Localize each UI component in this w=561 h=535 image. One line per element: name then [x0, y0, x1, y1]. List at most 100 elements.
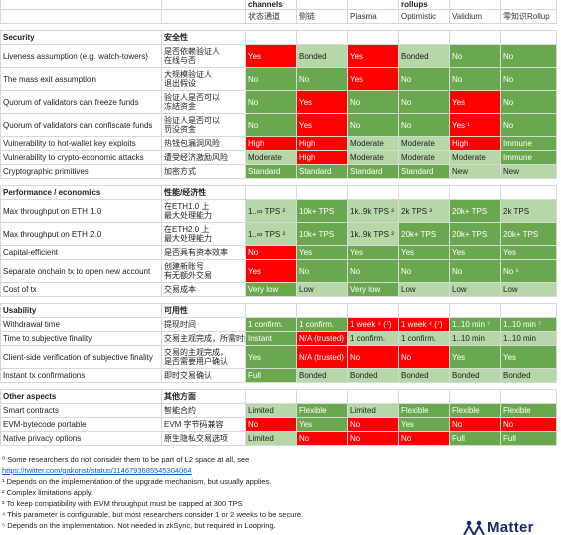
rating-cell: No — [398, 67, 450, 91]
row-label-en: Max throughput on ETH 1.0 — [0, 199, 162, 223]
rating-cell: Yes — [449, 90, 501, 114]
row-label-cn: 在ETH2.0 上最大处理能力 — [161, 222, 246, 246]
table-row: Cryptographic primitives 加密方式 Standard Stan… — [0, 164, 557, 179]
row-label-en: Liveness assumption (e.g. watch-towers) — [0, 44, 162, 68]
rating-cell: Yes — [449, 345, 501, 369]
spacer-cell — [296, 296, 348, 304]
rating-cell: Bonded — [398, 368, 450, 383]
table-row: Max throughput on ETH 2.0 在ETH2.0 上最大处理能力… — [0, 222, 557, 246]
rating-cell: High — [296, 150, 348, 165]
section-header-blank — [500, 185, 557, 200]
rating-cell: N/A (trusted) — [296, 345, 348, 369]
rating-cell: N/A (trusted) — [296, 331, 348, 346]
row-label-cn: 是否依赖验证人 在线与否 — [161, 44, 246, 68]
section-header-blank — [398, 303, 450, 318]
row-label-en: Client-side verification of subjective f… — [0, 345, 162, 369]
rating-cell: 1k..9k TPS ² — [347, 199, 399, 223]
spacer-row — [0, 23, 557, 31]
rating-cell: No — [296, 431, 348, 446]
table-row: Vulnerability to hot-wallet key exploits… — [0, 136, 557, 151]
row-label-cn: 大规模验证人 退出假设 — [161, 67, 246, 91]
rating-cell: No — [296, 67, 348, 91]
spacer-cell — [161, 178, 246, 186]
footnote-1: ¹ Depends on the implementation of the u… — [2, 477, 272, 486]
spacer-cell — [296, 382, 348, 390]
row-label-en: Quorum of validators can confiscate fund… — [0, 113, 162, 137]
rating-cell: Full — [449, 431, 501, 446]
spacer-cell — [347, 178, 399, 186]
rating-cell: 20k+ TPS — [449, 199, 501, 223]
row-label-en: Smart contracts — [0, 403, 162, 418]
rating-cell: 10k+ TPS — [296, 199, 348, 223]
rating-cell: Yes — [449, 245, 501, 260]
row-label-en: Separate onchain tx to open new account — [0, 259, 162, 283]
section-title-en: Performance / economics — [0, 185, 162, 200]
rating-cell: 1 confirm. — [398, 331, 450, 346]
header-blank — [0, 9, 162, 24]
spacer-cell — [449, 382, 501, 390]
group-header-blank — [296, 0, 348, 10]
row-label-en: Quorum of validators can freeze funds — [0, 90, 162, 114]
row-label-cn: 交易成本 — [161, 282, 246, 297]
rating-cell: Yes — [296, 417, 348, 432]
rating-cell: No — [449, 44, 501, 68]
rating-cell: Immune — [500, 150, 557, 165]
header-blank — [161, 9, 246, 24]
rating-cell: Bonded — [449, 368, 501, 383]
footnote-link[interactable]: https://twitter.com/gakonst/status/11467… — [2, 466, 192, 475]
rating-cell: No — [245, 113, 297, 137]
rating-cell: Bonded — [500, 368, 557, 383]
table-row: EVM-bytecode portable EVM 字节码兼容 No Yes No Yes… — [0, 417, 557, 432]
spacer-cell — [296, 178, 348, 186]
rating-cell: No — [398, 113, 450, 137]
group-header-blank — [347, 0, 399, 10]
rating-cell: Yes — [347, 67, 399, 91]
section-header-blank — [347, 185, 399, 200]
rating-cell: No — [347, 345, 399, 369]
section-header-blank — [245, 389, 297, 404]
rating-cell: 1..10 min — [500, 331, 557, 346]
rating-cell: 10k+ TPS — [296, 222, 348, 246]
spacer-cell — [296, 23, 348, 31]
footnotes: ⁰ Some researchers do not consider them … — [2, 454, 452, 531]
rating-cell: Limited — [245, 431, 297, 446]
rating-cell: Standard — [296, 164, 348, 179]
rating-cell: No — [449, 259, 501, 283]
rating-cell: Limited — [245, 403, 297, 418]
rating-cell: Low — [296, 282, 348, 297]
rating-cell: No — [500, 90, 557, 114]
group-header-rollups: rollups — [398, 0, 450, 10]
table-row: Smart contracts 智能合约 Limited Flexible Limite… — [0, 403, 557, 418]
rating-cell: No — [245, 67, 297, 91]
rating-cell: 20k+ TPS — [500, 222, 557, 246]
rating-cell: No — [245, 90, 297, 114]
rating-cell: No ⁵ — [500, 259, 557, 283]
section-header-row: Other aspects 其他方面 — [0, 389, 557, 404]
rating-cell: Yes — [398, 245, 450, 260]
rating-cell: No — [347, 113, 399, 137]
row-label-en: Capital-efficient — [0, 245, 162, 260]
rating-cell: 1 confirm. — [245, 317, 297, 332]
rating-cell: No — [398, 431, 450, 446]
rating-cell: No — [347, 259, 399, 283]
rating-cell: No — [398, 90, 450, 114]
rating-cell: Bonded — [347, 368, 399, 383]
section-header-blank — [296, 185, 348, 200]
rating-cell: Yes — [347, 44, 399, 68]
section-title-cn: 安全性 — [161, 30, 246, 45]
section-header-row: Security 安全性 — [0, 30, 557, 45]
row-label-cn: 在ETH1.0 上最大处理能力 — [161, 199, 246, 223]
rating-cell: No — [347, 90, 399, 114]
spacer-cell — [500, 382, 557, 390]
rating-cell: Flexible — [449, 403, 501, 418]
spacer-cell — [0, 178, 162, 186]
section-header-blank — [347, 389, 399, 404]
row-label-cn: 交易主观完成，所需时间 — [161, 331, 246, 346]
rating-cell: No — [500, 417, 557, 432]
group-header-blank — [449, 0, 501, 10]
rating-cell: 20k+ TPS — [398, 222, 450, 246]
row-label-cn: 加密方式 — [161, 164, 246, 179]
rating-cell: New — [449, 164, 501, 179]
row-label-en: Withdrawal time — [0, 317, 162, 332]
